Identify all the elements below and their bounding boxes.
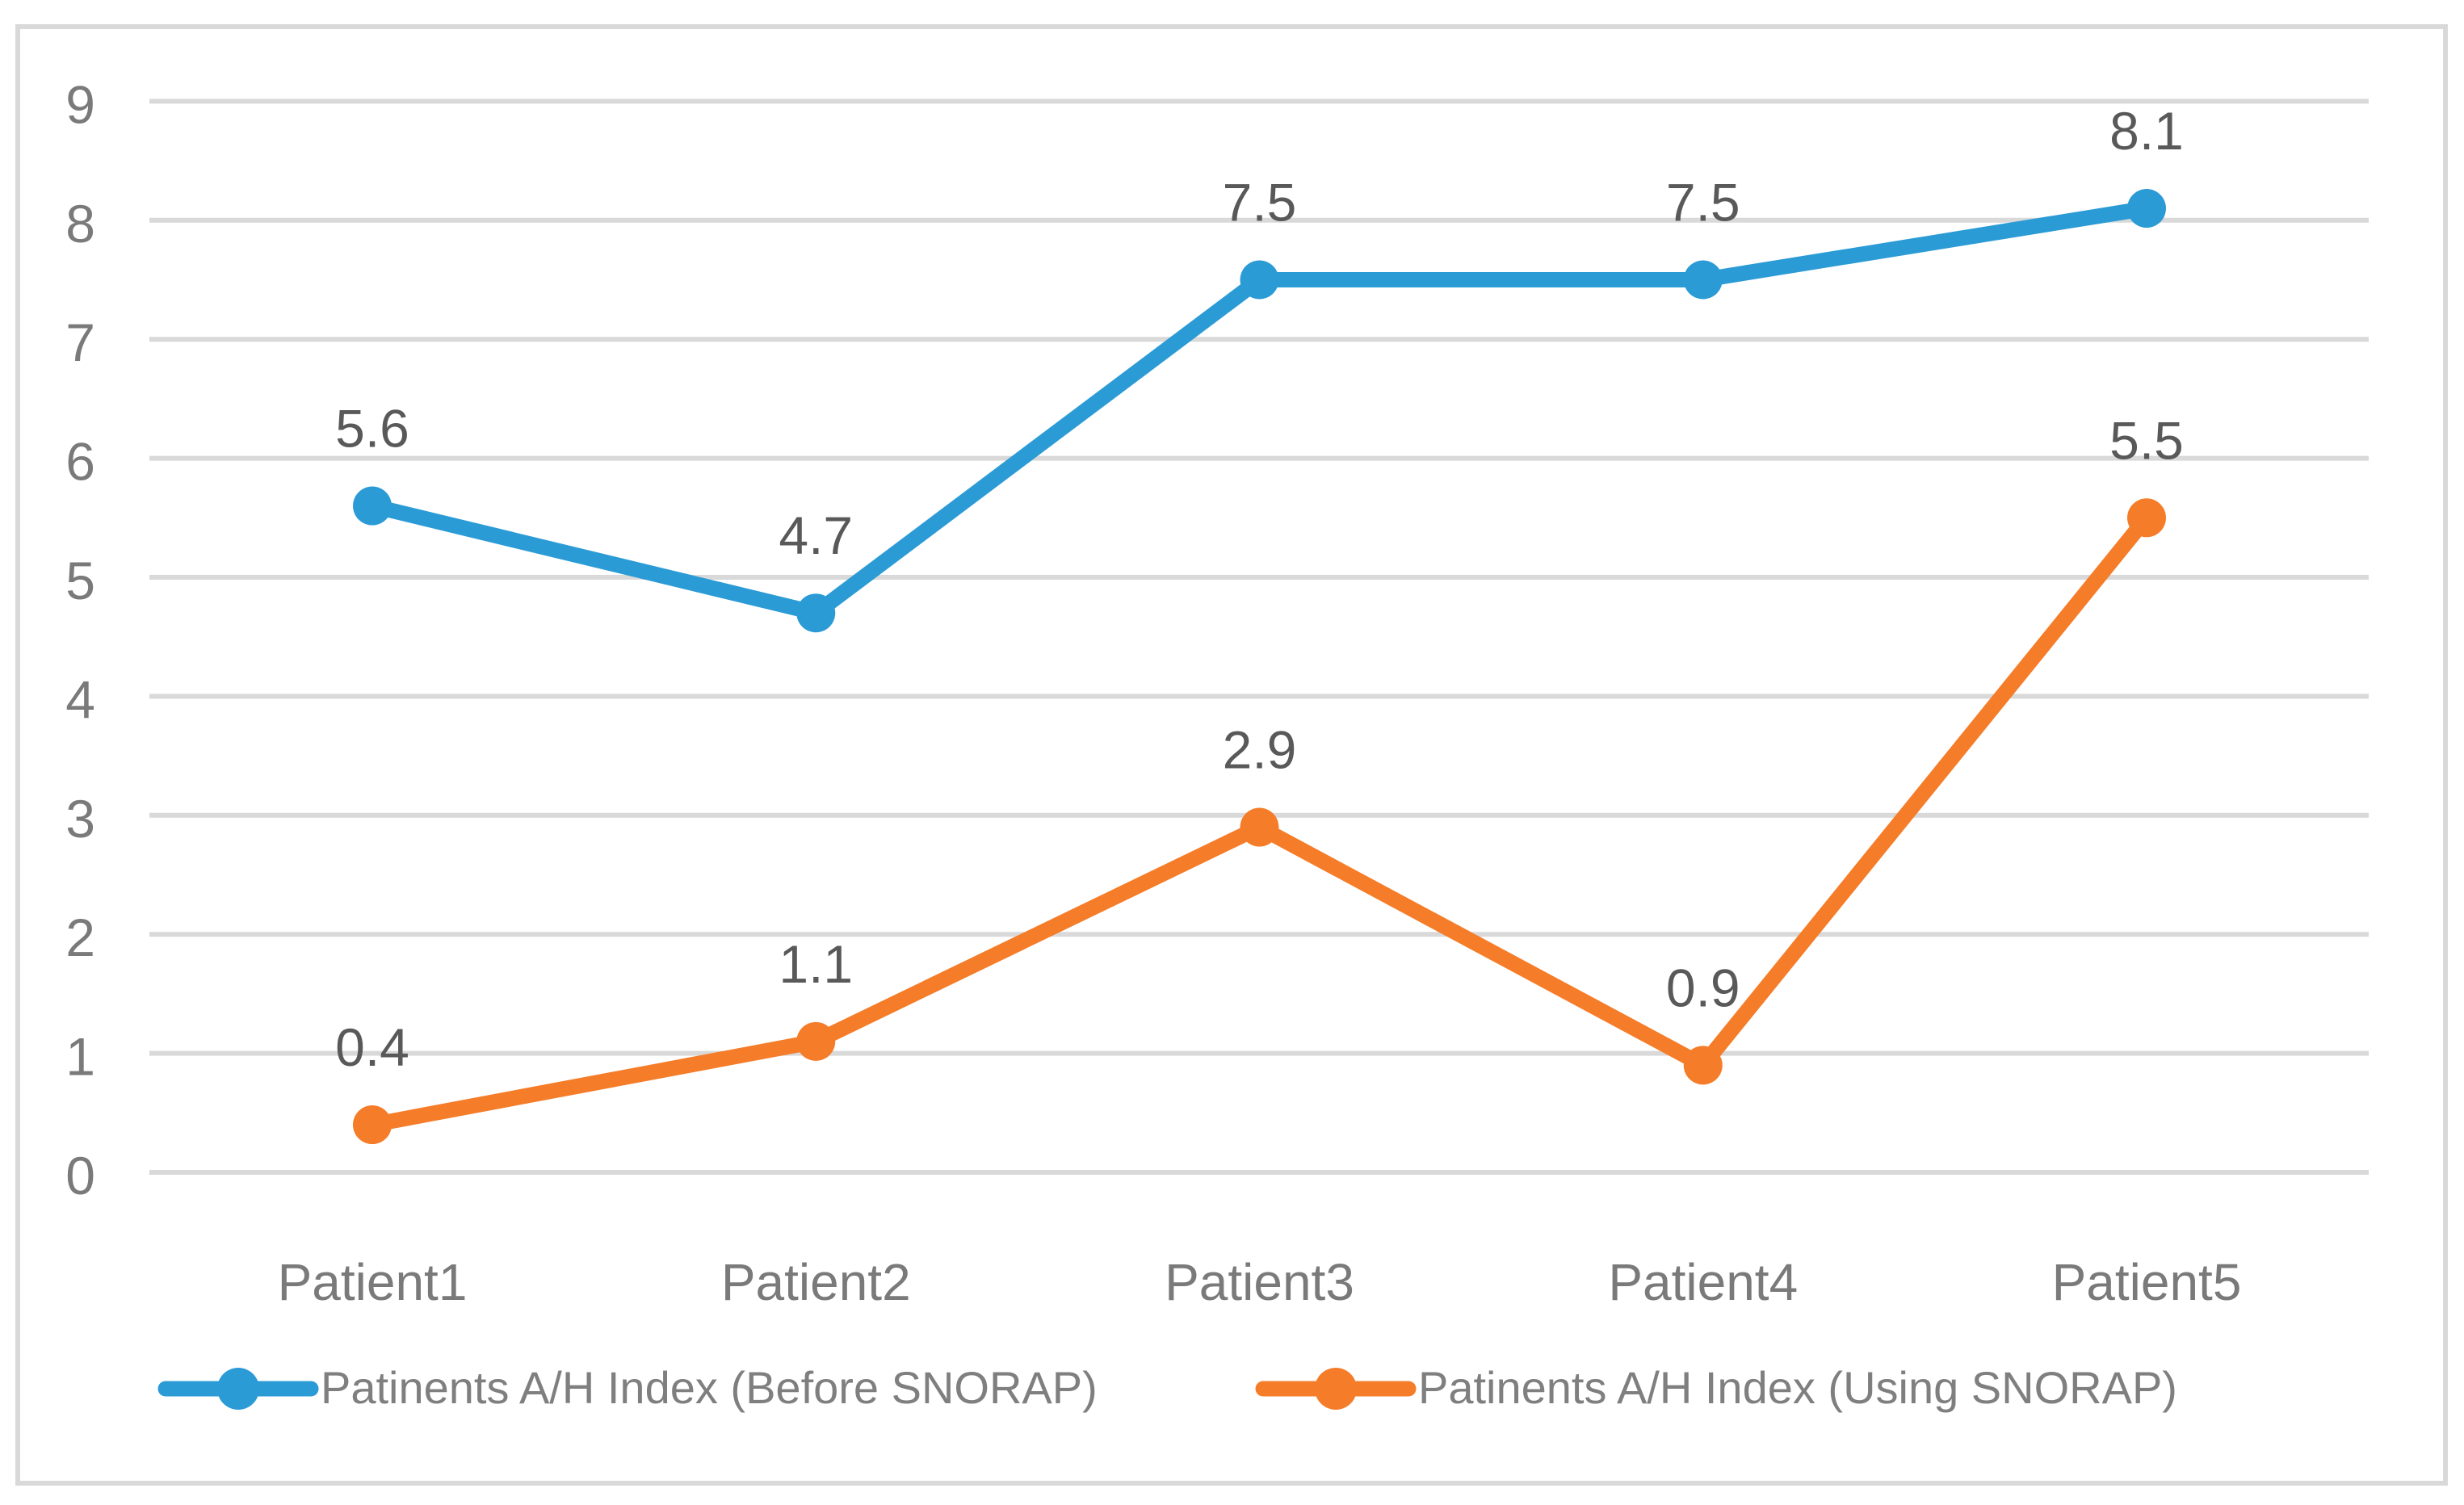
y-tick-label: 7	[65, 312, 95, 372]
y-tick-label: 4	[65, 669, 95, 729]
y-tick-label: 1	[65, 1027, 95, 1087]
data-point-marker	[1240, 260, 1279, 300]
data-point-label: 8.1	[2109, 101, 2184, 161]
x-tick-label: Patient5	[2052, 1253, 2242, 1311]
data-point-label: 2.9	[1223, 720, 1297, 780]
y-tick-label: 0	[65, 1146, 95, 1205]
data-point-label: 5.6	[335, 399, 409, 459]
data-point-marker	[1683, 260, 1723, 300]
data-point-marker	[796, 1021, 836, 1061]
data-point-label: 0.9	[1666, 958, 1740, 1017]
x-tick-label: Patient4	[1608, 1253, 1798, 1311]
x-tick-label: Patient1	[278, 1253, 468, 1311]
data-point-marker	[1683, 1046, 1723, 1085]
x-tick-label: Patient3	[1165, 1253, 1354, 1311]
data-point-label: 1.1	[779, 934, 853, 994]
legend-item-label: Patinents A/H Index (Before SNORAP)	[321, 1362, 1098, 1413]
data-point-label: 4.7	[779, 505, 853, 565]
data-point-marker	[353, 486, 392, 526]
y-tick-label: 9	[65, 74, 95, 134]
x-tick-label: Patient2	[721, 1253, 911, 1311]
data-point-marker	[1240, 807, 1279, 847]
legend-item-label: Patinents A/H Index (Using SNORAP)	[1418, 1362, 2177, 1413]
data-point-marker	[796, 593, 836, 633]
data-point-label: 5.5	[2109, 410, 2184, 470]
y-tick-label: 8	[65, 194, 95, 254]
data-point-label: 0.4	[335, 1017, 409, 1077]
y-tick-label: 3	[65, 789, 95, 849]
legend-marker-circle	[217, 1368, 259, 1410]
legend-marker-circle	[1315, 1368, 1357, 1410]
y-tick-label: 6	[65, 432, 95, 492]
data-point-marker	[2127, 189, 2166, 228]
y-tick-label: 5	[65, 551, 95, 610]
data-point-marker	[2127, 498, 2166, 538]
data-point-label: 7.5	[1223, 173, 1297, 233]
data-point-label: 7.5	[1666, 173, 1740, 233]
data-point-marker	[353, 1105, 392, 1145]
y-tick-label: 2	[65, 908, 95, 967]
chart-border	[15, 24, 2448, 1486]
